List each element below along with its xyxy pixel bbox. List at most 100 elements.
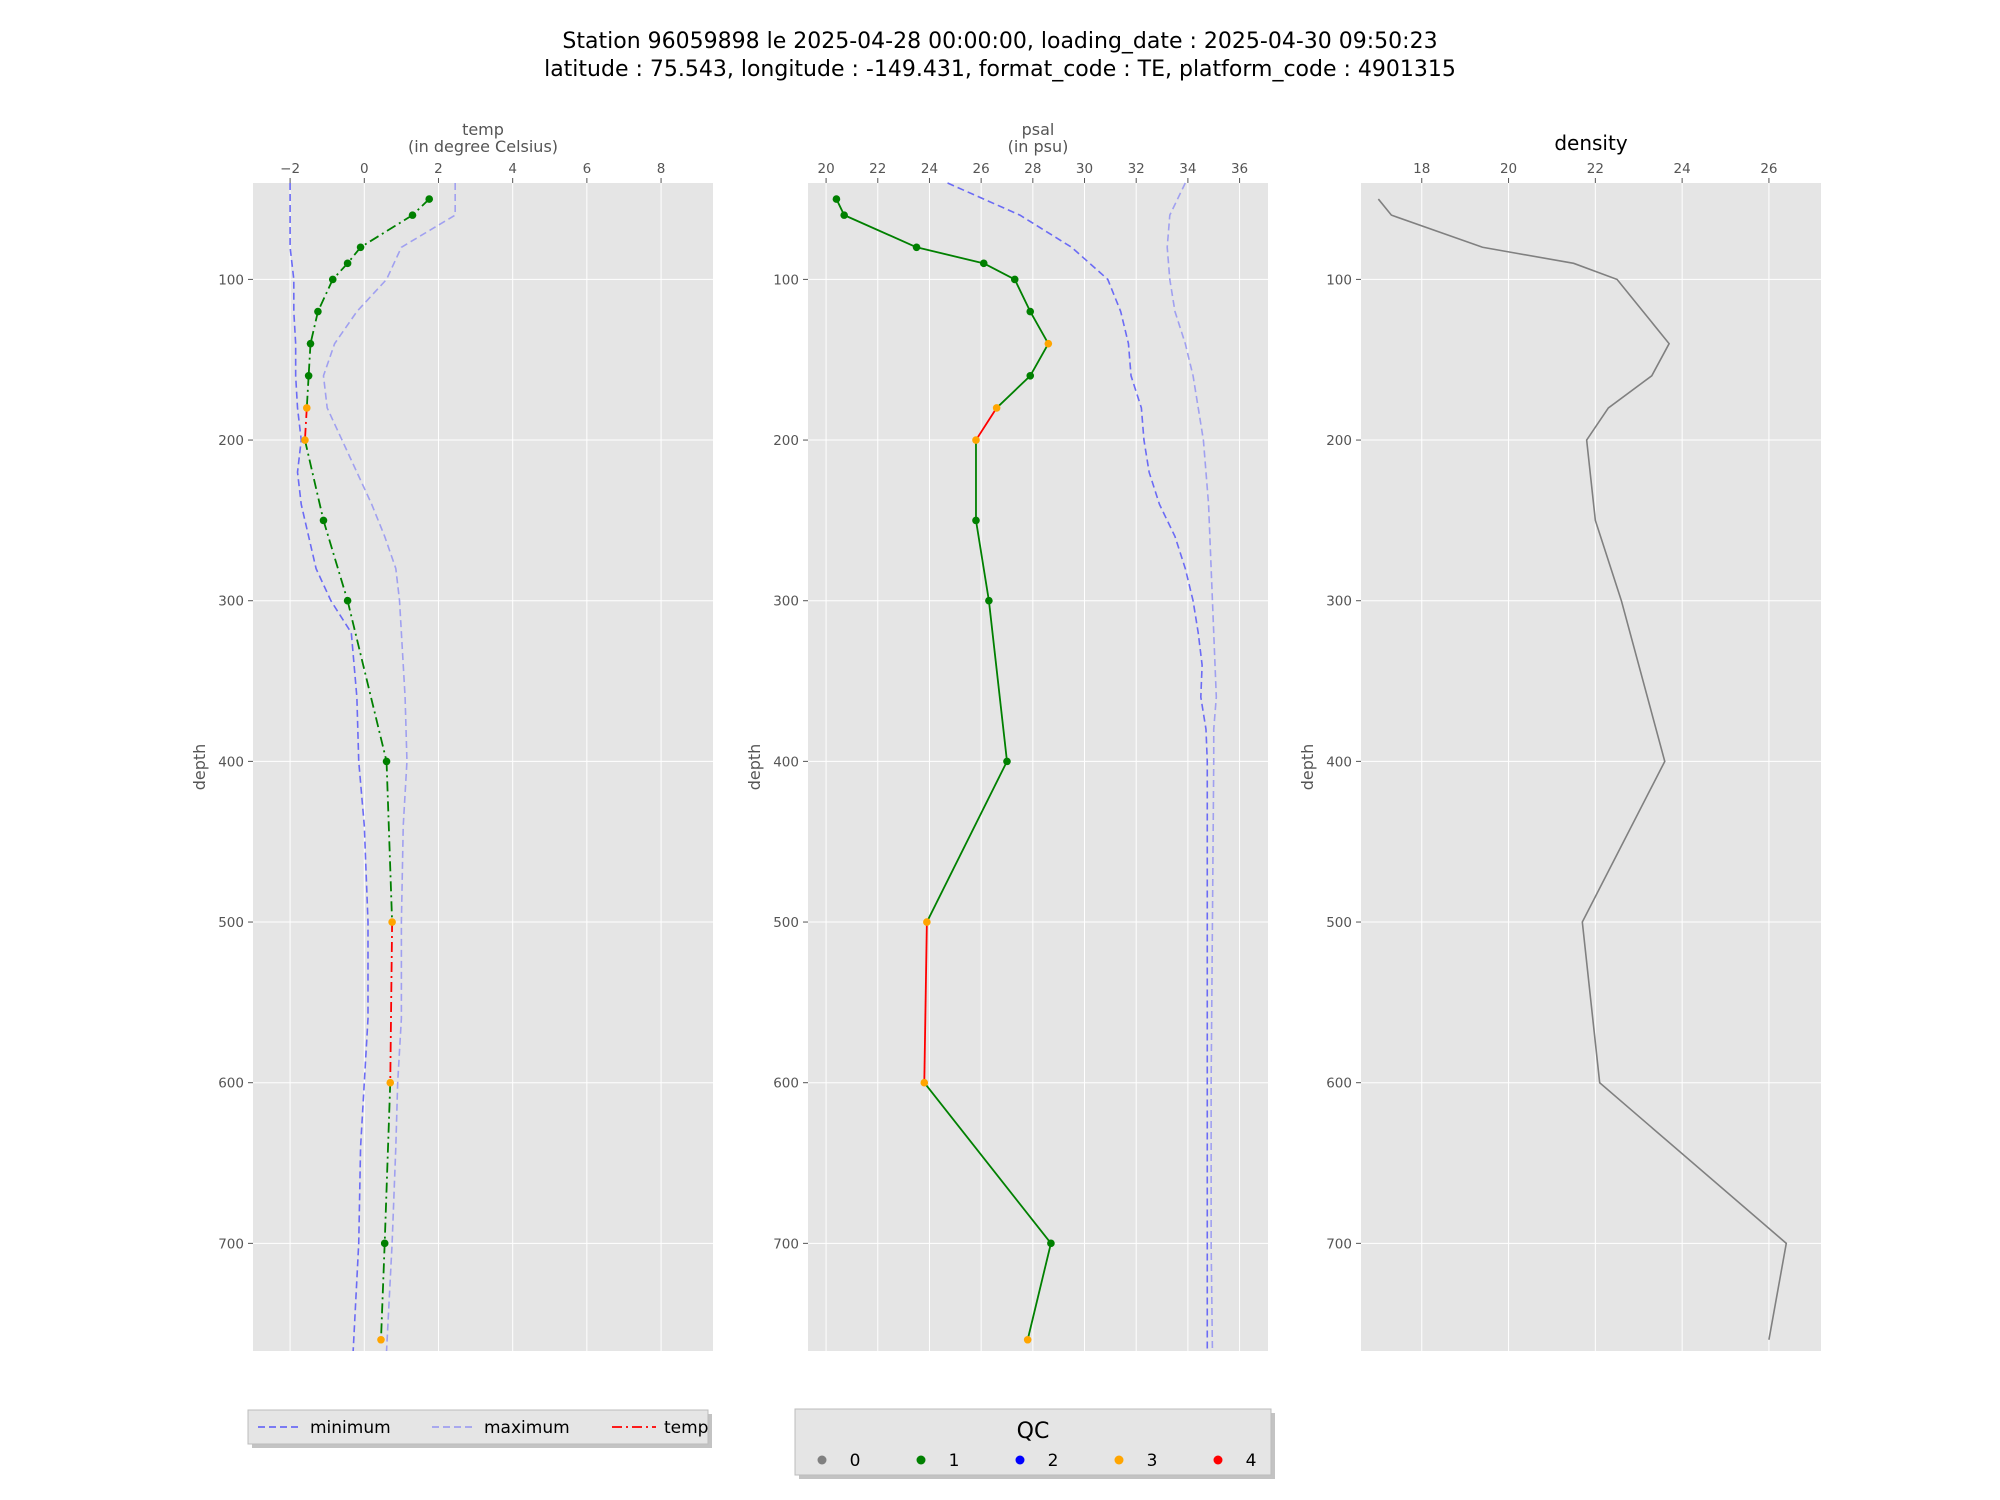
y-tick-label: 300: [773, 594, 799, 610]
data-point-qc-1: [979, 259, 988, 268]
x-tick-label: 18: [1413, 161, 1430, 177]
data-point-qc-3: [386, 1078, 395, 1087]
qc-legend-label-0: 0: [850, 1451, 861, 1471]
plot-area: [808, 183, 1268, 1351]
maximum-series-line: [1166, 182, 1218, 1352]
series-segment: [317, 279, 334, 312]
x-tick-label: 20: [817, 161, 834, 177]
qc-legend-label-3: 3: [1147, 1451, 1158, 1471]
x-tick-label: 32: [1128, 161, 1145, 177]
data-point-qc-3: [972, 436, 980, 444]
y-tick-label: 100: [218, 272, 244, 288]
series-segment: [304, 407, 308, 441]
series-segment: [975, 520, 990, 601]
series-segment: [926, 760, 1008, 923]
data-point-qc-3: [992, 404, 1001, 412]
line-style-legend: minimum maximum temp: [247, 1409, 712, 1448]
x-tick-label: 30: [1076, 161, 1093, 177]
series-segment: [307, 343, 312, 376]
data-point-qc-3: [1023, 1335, 1032, 1344]
qc-legend-label-2: 2: [1048, 1451, 1059, 1471]
x-tick-label: 4: [508, 161, 517, 177]
data-point-qc-1: [343, 596, 352, 605]
data-point-qc-1: [912, 243, 921, 252]
qc-legend-label-1: 1: [949, 1451, 960, 1471]
x-tick-label: 22: [1587, 161, 1604, 177]
x-tick-label: 0: [360, 161, 369, 177]
data-point-qc-1: [972, 516, 980, 525]
data-point-qc-1: [356, 243, 365, 252]
series-segment: [305, 375, 310, 408]
x-axis-unit: (in psu): [1008, 137, 1069, 156]
qc-legend-marker-1: [916, 1455, 926, 1465]
data-point-qc-1: [1026, 371, 1035, 380]
psal-panel: 20 22 24 26 28 30 32 34 36 100 200 300 400 500 600 700 p…: [745, 120, 1268, 1352]
data-point-qc-1: [328, 275, 337, 284]
data-point-qc-1: [304, 371, 313, 380]
y-tick-label: 200: [218, 433, 244, 449]
x-axis-label: temp: [462, 120, 504, 139]
qc-legend-title: QC: [1017, 1419, 1050, 1444]
qc-legend: QC 0 1 2 3 4: [794, 1408, 1275, 1479]
minimum-series-line: [289, 183, 369, 1352]
y-tick-label: 700: [773, 1236, 799, 1252]
qc-legend-marker-3: [1114, 1455, 1124, 1465]
x-tick-label: 28: [1024, 161, 1041, 177]
series-segment: [916, 246, 984, 265]
x-tick-label: 34: [1179, 161, 1196, 177]
y-tick-label: 600: [1326, 1076, 1352, 1092]
data-point-qc-1: [382, 757, 391, 766]
qc-legend-marker-2: [1015, 1455, 1025, 1465]
density-series-line: [1377, 198, 1788, 1340]
y-tick-label: 600: [218, 1076, 244, 1092]
series-segment: [988, 600, 1008, 762]
series-segment: [383, 1082, 392, 1244]
series-segment: [983, 262, 1016, 281]
y-tick-label: 700: [218, 1236, 244, 1252]
series-segment: [389, 922, 394, 1083]
series-segment: [380, 1243, 386, 1340]
data-point-qc-1: [1026, 307, 1035, 316]
maximum-series-line: [322, 183, 456, 1352]
x-axis-unit: (in degree Celsius): [408, 137, 558, 156]
temp-panel: −2 0 2 4 6 8 100 200 300 400 500 600 700 temp(in degr…: [190, 120, 713, 1352]
panel-title: density: [1554, 131, 1627, 155]
y-tick-label: 700: [1326, 1236, 1352, 1252]
y-axis-label: depth: [745, 744, 764, 791]
data-point-qc-1: [319, 516, 328, 525]
x-tick-label: 20: [1500, 161, 1517, 177]
data-point-qc-1: [1003, 757, 1011, 766]
data-point-qc-1: [985, 596, 993, 605]
data-point-qc-3: [388, 918, 396, 926]
legend-label-temp: temp: [664, 1418, 708, 1438]
series-segment: [923, 1082, 1052, 1244]
series-segment: [1029, 343, 1050, 377]
series-segment: [385, 761, 394, 923]
series-segment: [304, 439, 325, 521]
x-tick-label: 26: [1760, 161, 1777, 177]
data-point-qc-3: [1044, 339, 1053, 348]
legend-label-minimum: minimum: [310, 1418, 391, 1438]
series-segment: [1013, 279, 1032, 312]
series-segment: [1026, 1243, 1052, 1340]
data-point-qc-1: [408, 211, 417, 219]
x-tick-label: 22: [869, 161, 886, 177]
series-segment: [346, 600, 388, 762]
series-segment: [975, 407, 998, 441]
legend-box: [247, 1409, 709, 1445]
series-segment: [1029, 311, 1050, 345]
y-tick-label: 100: [773, 272, 799, 288]
series-segment: [309, 311, 319, 344]
y-tick-label: 200: [1326, 433, 1352, 449]
y-axis-label: depth: [190, 744, 209, 791]
series-segment: [843, 214, 917, 249]
y-tick-label: 400: [1326, 754, 1352, 770]
data-point-qc-1: [314, 307, 322, 316]
data-point-qc-1: [425, 195, 434, 203]
y-tick-label: 400: [218, 754, 244, 770]
data-point-qc-1: [832, 195, 841, 203]
data-point-qc-1: [1047, 1239, 1055, 1248]
data-point-qc-1: [306, 339, 315, 348]
series-segment: [923, 922, 928, 1083]
